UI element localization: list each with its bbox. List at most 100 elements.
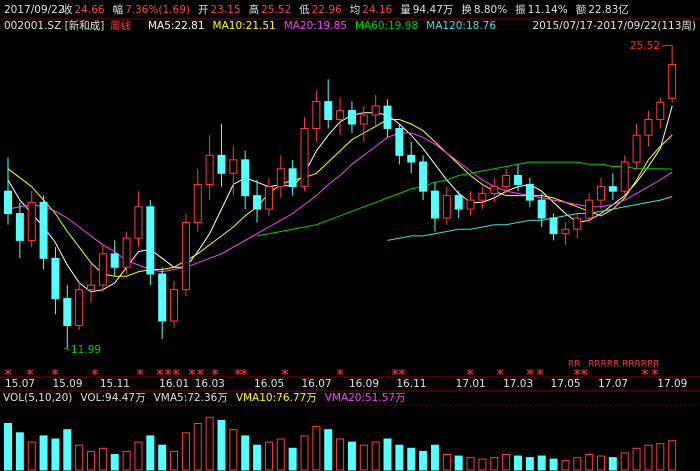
quote-label: 振: [515, 3, 526, 16]
x-tick-label: 16.07: [302, 378, 332, 390]
volume-bar: [39, 435, 48, 471]
ma-line: [7, 119, 673, 277]
flag-marker: RRRRR: [588, 360, 619, 370]
event-marker: [466, 369, 474, 375]
quote-value: 94.47万: [413, 4, 454, 16]
event-marker: [641, 369, 649, 375]
x-tick-label: 17.01: [456, 378, 486, 390]
candle-body: [561, 228, 570, 235]
candle-body: [146, 206, 155, 275]
volume-legend: VMA10:76.77万: [236, 392, 317, 404]
event-marker: [651, 369, 659, 375]
candle-body: [75, 289, 84, 326]
quote-label: 高: [249, 3, 260, 16]
volume-bar: [359, 444, 368, 471]
event-marker: [188, 369, 196, 375]
candle-body: [395, 127, 404, 156]
candle-body: [620, 161, 629, 192]
flag-marker: RR: [568, 360, 581, 370]
candle-body: [98, 253, 107, 286]
candle-body: [217, 154, 226, 174]
legend-entry: MA20:19.85: [284, 20, 347, 32]
event-marker: [526, 369, 534, 375]
event-marker: [234, 369, 242, 375]
candle-body: [537, 199, 546, 219]
volume-bar: [371, 441, 380, 471]
volume-bar: [668, 440, 677, 471]
volume-bar: [217, 419, 226, 471]
quote-label: 额: [576, 3, 587, 16]
period: 周线: [110, 19, 131, 32]
volume-bar: [395, 444, 404, 471]
candle-body: [513, 174, 522, 185]
event-marker: [172, 369, 180, 375]
candle-body: [205, 154, 214, 185]
volume-bar: [312, 426, 321, 471]
candle-body: [430, 190, 439, 219]
candle-body: [15, 213, 24, 241]
candle-body: [608, 186, 617, 192]
candle-body: [525, 183, 534, 201]
volume-bar: [51, 438, 60, 471]
volume-bar: [442, 454, 451, 471]
candle-body: [300, 127, 309, 188]
x-tick-label: 15.09: [52, 378, 82, 390]
candle-body: [193, 183, 202, 224]
quote-label: 低: [299, 3, 310, 16]
annotation: 25.52: [630, 40, 660, 52]
volume-bar: [419, 450, 428, 471]
candle-body: [573, 217, 582, 230]
x-tick-label: 15.11: [100, 378, 130, 390]
candle-body: [122, 237, 131, 268]
annotation-line: [661, 44, 673, 47]
quote-label: 幅: [113, 3, 124, 16]
event-marker: [496, 369, 504, 375]
volume-bar: [75, 444, 84, 471]
x-tick-label: 16.01: [159, 378, 189, 390]
volume-bar: [407, 447, 416, 471]
event-marker: [240, 369, 248, 375]
candle-body: [336, 110, 345, 121]
event-marker: [536, 369, 544, 375]
candle-body: [27, 201, 36, 241]
volume-bar: [549, 458, 558, 471]
candle-body: [549, 217, 558, 235]
x-tick-label: 17.09: [657, 378, 687, 390]
volume-bar: [276, 438, 285, 471]
event-marker: [136, 369, 144, 375]
x-tick-label: 17.05: [551, 378, 581, 390]
quote-label: 量: [400, 4, 411, 16]
quote-value: 22.83亿: [588, 3, 629, 16]
event-marker: [156, 369, 164, 375]
volume-bar: [430, 444, 439, 471]
quote-label: 开: [198, 4, 209, 16]
volume-bar: [300, 435, 309, 471]
volume-bar: [513, 455, 522, 471]
candle-body: [478, 192, 487, 201]
x-tick-label: 17.03: [503, 378, 533, 390]
event-marker: [164, 369, 172, 375]
event-marker: [580, 369, 588, 375]
candle-body: [668, 63, 677, 99]
event-marker: [336, 369, 344, 375]
legend-entry: MA60:19.98: [355, 20, 418, 32]
quote-label: 收: [62, 3, 73, 16]
candle-body: [324, 101, 333, 121]
volume-bar: [620, 452, 629, 471]
volume-bar: [158, 444, 167, 471]
volume-bar: [253, 444, 262, 471]
volume-bar: [490, 457, 499, 471]
event-marker: [196, 369, 204, 375]
flag-marker: RRRRRR: [622, 360, 660, 370]
volume-bar: [466, 457, 475, 471]
volume-bar: [597, 455, 605, 471]
candle-body: [312, 101, 321, 129]
event-marker: [391, 369, 399, 375]
volume-legend: VMA5:72.36万: [154, 392, 228, 404]
volume-legend: VOL(5,10,20): [3, 392, 72, 404]
volume-bar: [585, 454, 594, 471]
quote-value: 24.66: [75, 4, 105, 16]
volume-bar: [181, 432, 190, 471]
candle-body: [347, 110, 356, 125]
